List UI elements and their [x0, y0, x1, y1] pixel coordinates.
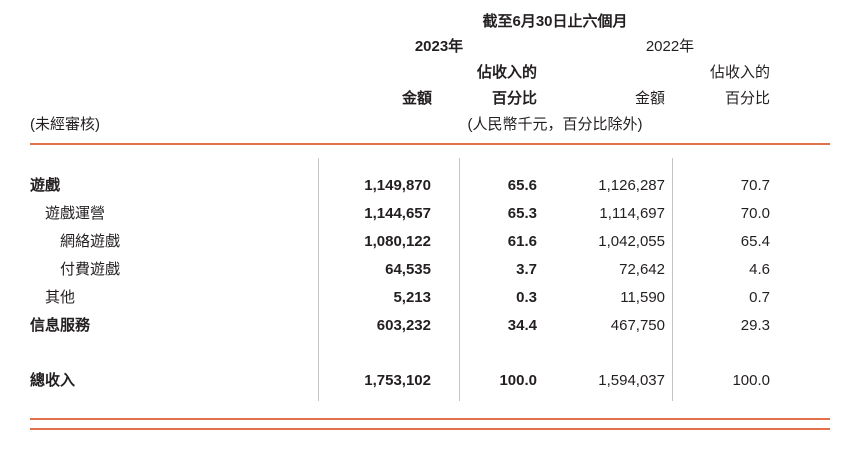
table-header-columns-row: 金額 百分比 金額 百分比 [30, 86, 830, 112]
row-label: 信息服務 [30, 317, 91, 334]
amount-2023-cell: 1,080,122 [318, 228, 460, 256]
revenue-breakdown-table: 截至6月30日止六個月 2023年 2022年 佔收入的 佔收入的 金額 百分比… [30, 10, 830, 430]
period-header: 截至6月30日止六個月 [482, 13, 628, 30]
table-row: 付費遊戲 64,535 3.7 72,642 4.6 [30, 256, 830, 284]
amount-2023-cell: 1,144,657 [318, 200, 460, 228]
pct-column-header-2023: 百分比 [491, 90, 537, 107]
amount-2022-cell: 1,114,697 [599, 205, 665, 222]
pct-column-header-2022: 百分比 [724, 90, 770, 107]
pct-2023-cell: 0.3 [516, 289, 537, 306]
row-label: 遊戲 [30, 177, 61, 194]
pct-2022-cell: 29.3 [672, 312, 830, 339]
table-row: 信息服務 603,232 34.4 467,750 29.3 [30, 312, 830, 339]
year-2023-header: 2023年 [414, 38, 464, 55]
spacer-row [30, 339, 830, 367]
amount-2022-cell: 72,642 [619, 261, 665, 278]
table-row: 網絡遊戲 1,080,122 61.6 1,042,055 65.4 [30, 228, 830, 256]
table-header-pct-caption-row: 佔收入的 佔收入的 [30, 60, 830, 86]
total-pct-2023-cell: 100.0 [499, 372, 537, 389]
table-header-years-row: 2023年 2022年 [30, 34, 830, 60]
pct-2023-cell: 34.4 [507, 317, 537, 334]
row-label: 其他 [45, 289, 76, 306]
amount-2023-cell: 64,535 [318, 256, 460, 284]
amount-2022-cell: 1,042,055 [598, 233, 665, 250]
spacer-row [30, 395, 830, 401]
spacer [30, 145, 830, 158]
amount-2023-cell: 1,149,870 [318, 172, 460, 200]
row-label: 付費遊戲 [60, 261, 121, 278]
amount-2023-cell: 5,213 [318, 284, 460, 312]
total-pct-2022-cell: 100.0 [672, 367, 830, 395]
pct-caption-2023: 佔收入的 [476, 64, 537, 81]
table-row: 遊戲 1,149,870 65.6 1,126,287 70.7 [30, 172, 830, 200]
pct-2023-cell: 3.7 [516, 261, 537, 278]
amount-2022-cell: 1,126,287 [598, 177, 665, 194]
amount-column-header-2022: 金額 [634, 90, 665, 107]
accent-rule-bottom-1 [30, 418, 830, 420]
pct-2023-cell: 65.3 [507, 205, 537, 222]
row-label: 遊戲運營 [45, 205, 106, 222]
amount-2022-cell: 11,590 [620, 289, 665, 306]
pct-2022-cell: 4.6 [672, 256, 830, 284]
total-amount-2023-cell: 1,753,102 [318, 367, 460, 395]
total-row: 總收入 1,753,102 100.0 1,594,037 100.0 [30, 367, 830, 395]
amount-2022-cell: 467,750 [610, 317, 665, 334]
pct-caption-2022: 佔收入的 [709, 64, 770, 81]
accent-rule-top [30, 143, 830, 145]
total-label: 總收入 [30, 372, 76, 389]
amount-column-header-2023: 金額 [401, 90, 432, 107]
year-2022-header: 2022年 [645, 38, 695, 55]
pct-2023-cell: 65.6 [507, 177, 537, 194]
accent-rule-bottom-2 [30, 428, 830, 430]
table-row: 其他 5,213 0.3 11,590 0.7 [30, 284, 830, 312]
pct-2023-cell: 61.6 [507, 233, 537, 250]
amount-2023-cell: 603,232 [318, 312, 460, 339]
row-label: 網絡遊戲 [60, 233, 121, 250]
table-header-period-row: 截至6月30日止六個月 [30, 10, 830, 34]
unaudited-note: (未經審核) [30, 116, 100, 133]
pct-2022-cell: 65.4 [672, 228, 830, 256]
total-amount-2022-cell: 1,594,037 [598, 372, 665, 389]
pct-2022-cell: 0.7 [672, 284, 830, 312]
table-row: 遊戲運營 1,144,657 65.3 1,114,697 70.0 [30, 200, 830, 228]
table-header-notes-row: (未經審核) (人民幣千元，百分比除外) [30, 112, 830, 138]
units-note: (人民幣千元，百分比除外) [467, 116, 643, 133]
pct-2022-cell: 70.0 [672, 200, 830, 228]
pct-2022-cell: 70.7 [672, 172, 830, 200]
spacer-row [30, 158, 830, 172]
